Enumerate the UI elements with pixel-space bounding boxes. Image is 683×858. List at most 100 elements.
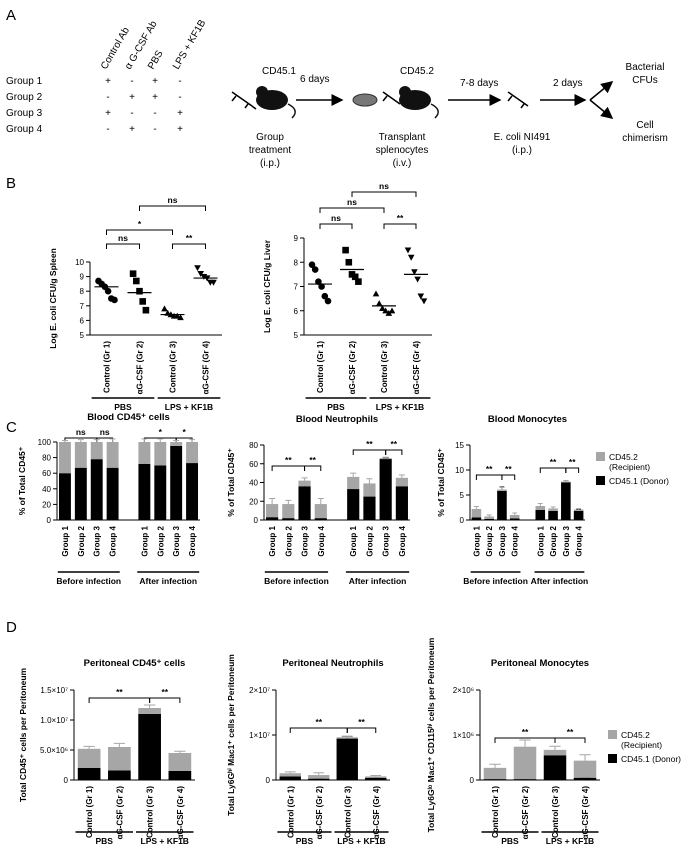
- y-tick-label: 6: [80, 316, 85, 325]
- bar-segment: [314, 518, 327, 520]
- error-bar: [77, 439, 84, 442]
- error-bar: [189, 439, 196, 442]
- group-label: After infection: [349, 576, 407, 586]
- step-label: Transplant: [379, 132, 426, 143]
- bar-segment: [513, 746, 537, 780]
- error-bar: [382, 456, 389, 459]
- bar-segment: [363, 496, 376, 520]
- data-point: [161, 305, 168, 312]
- error-bar: [486, 514, 492, 517]
- y-tick-label: 60: [249, 460, 258, 469]
- group-label: After infection: [139, 576, 197, 586]
- data-point: [321, 292, 329, 300]
- chart-title: Peritoneal CD45⁺ cells: [84, 658, 186, 669]
- x-tick-label: Group 4: [188, 525, 197, 556]
- y-tick-label: 9: [80, 273, 85, 282]
- significance-label: **: [505, 464, 512, 474]
- bar-segment: [154, 442, 167, 466]
- step-label: (i.p.): [512, 145, 532, 156]
- table-cell: +: [152, 76, 158, 87]
- error-bar: [563, 480, 569, 482]
- legend-swatch: [596, 476, 605, 485]
- bar-segment: [347, 476, 360, 490]
- data-point: [194, 265, 201, 272]
- significance-bracket: [501, 474, 516, 480]
- error-bar: [366, 478, 373, 484]
- data-point: [411, 269, 418, 276]
- error-bar: [173, 439, 180, 442]
- error-bar: [489, 763, 501, 768]
- x-tick-label: Group 2: [365, 525, 374, 556]
- bar-segment: [484, 516, 494, 519]
- x-tick-label: Control (Gr 1): [286, 786, 295, 838]
- bar-segment: [561, 481, 571, 483]
- x-tick-label: αG-CSF (Gr 4): [202, 341, 211, 395]
- group-label: Before infection: [463, 576, 528, 586]
- significance-label: ns: [331, 213, 341, 223]
- significance-label: ns: [347, 197, 357, 207]
- significance-bracket: [351, 191, 417, 197]
- interval-label: 6 days: [300, 74, 329, 85]
- bar-segment: [365, 777, 387, 780]
- bar-segment: [483, 779, 507, 780]
- step-label: (i.p.): [260, 158, 280, 169]
- column-header: PBS: [146, 48, 166, 71]
- significance-bracket: [172, 243, 206, 249]
- bar-segment: [138, 708, 161, 714]
- data-point: [379, 305, 386, 311]
- group-label: PBS: [501, 836, 519, 846]
- panel-label: D: [6, 619, 17, 636]
- y-tick-label: 0: [254, 516, 259, 525]
- group-label: PBS: [327, 402, 345, 412]
- chart-title: Peritoneal Neutrophils: [282, 658, 383, 669]
- bar-segment: [484, 519, 494, 520]
- y-axis-label: Log E. coli CFU/g Liver: [262, 239, 272, 333]
- group-label: Before infection: [264, 576, 329, 586]
- row-label: Group 3: [6, 108, 43, 119]
- table-cell: -: [130, 76, 133, 87]
- x-tick-label: Group 4: [317, 525, 326, 556]
- bar-segment: [308, 775, 330, 779]
- significance-label: **: [486, 464, 493, 474]
- x-tick-label: Control (Gr 3): [380, 341, 389, 393]
- significance-label: ns: [76, 427, 86, 437]
- error-bar: [301, 477, 308, 481]
- bar-segment: [170, 445, 183, 520]
- error-bar: [512, 512, 518, 515]
- group-label: PBS: [96, 836, 114, 846]
- significance-bracket: [475, 474, 503, 480]
- bar-segment: [170, 442, 183, 446]
- bar-segment: [138, 463, 151, 520]
- significance-label: **: [569, 457, 576, 467]
- error-bar: [350, 472, 357, 477]
- table-cell: -: [106, 92, 109, 103]
- data-point: [407, 254, 415, 261]
- legend-label: CD45.2 (Recipient): [609, 452, 651, 472]
- significance-label: **: [116, 687, 123, 697]
- bar-segment: [90, 459, 103, 520]
- x-tick-label: Control (Gr 1): [491, 786, 500, 838]
- y-tick-label: 1×10⁷: [249, 731, 270, 740]
- error-bar: [109, 438, 116, 442]
- step-label: treatment: [249, 145, 291, 156]
- error-bar: [576, 508, 582, 510]
- significance-label: **: [397, 213, 404, 223]
- y-tick-label: 100: [38, 438, 52, 447]
- significance-label: **: [285, 455, 292, 465]
- data-point: [129, 270, 137, 277]
- y-tick-label: 9: [294, 234, 299, 243]
- x-tick-label: αG-CSF (Gr 4): [581, 786, 590, 840]
- table-cell: -: [153, 108, 156, 119]
- data-point: [136, 287, 143, 295]
- table-cell: -: [178, 92, 181, 103]
- error-bar: [550, 506, 556, 509]
- row-label: Group 4: [6, 124, 43, 135]
- group-label: LPS + KF1B: [546, 836, 594, 846]
- table-cell: +: [152, 92, 158, 103]
- significance-label: **: [309, 455, 316, 465]
- data-point: [142, 306, 150, 314]
- y-tick-label: 0: [470, 776, 475, 785]
- error-bar: [141, 438, 148, 442]
- outcome-label: CFUs: [632, 75, 658, 86]
- syringe-icon: [382, 91, 401, 105]
